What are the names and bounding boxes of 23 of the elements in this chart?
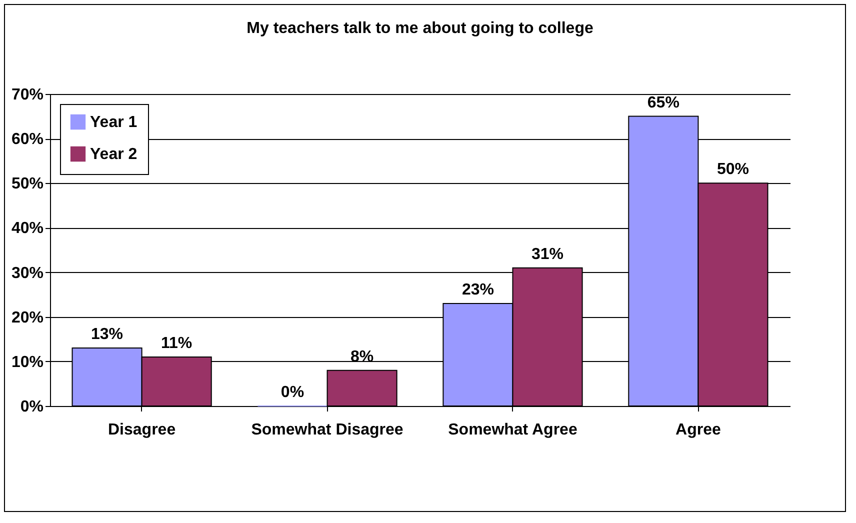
data-label: 11% <box>161 334 192 352</box>
data-label: 0% <box>280 384 304 401</box>
x-tick-label: Somewhat Disagree <box>251 422 404 438</box>
x-tick-label: Agree <box>676 422 721 438</box>
y-tick-label: 10% <box>11 354 44 371</box>
legend-label: Year 1 <box>90 114 138 131</box>
y-tick-label: 0% <box>20 398 44 416</box>
chart-title: My teachers talk to me about going to college <box>246 20 594 37</box>
data-label: 13% <box>91 326 124 344</box>
x-tick-label: Disagree <box>108 422 176 438</box>
data-label: 50% <box>716 161 749 178</box>
y-tick-label: 20% <box>11 309 44 326</box>
y-tick-label: 50% <box>11 176 44 193</box>
data-label: 65% <box>647 94 680 112</box>
x-tick-label: Somewhat Agree <box>448 422 578 438</box>
y-tick-label: 40% <box>11 220 44 238</box>
data-label: 23% <box>462 281 494 298</box>
data-label: 31% <box>531 246 564 263</box>
legend-label: Year 2 <box>90 146 138 163</box>
y-tick-label: 30% <box>11 264 44 282</box>
y-tick-label: 70% <box>11 86 44 104</box>
data-label: 8% <box>350 348 374 366</box>
y-tick-label: 60% <box>11 131 44 148</box>
